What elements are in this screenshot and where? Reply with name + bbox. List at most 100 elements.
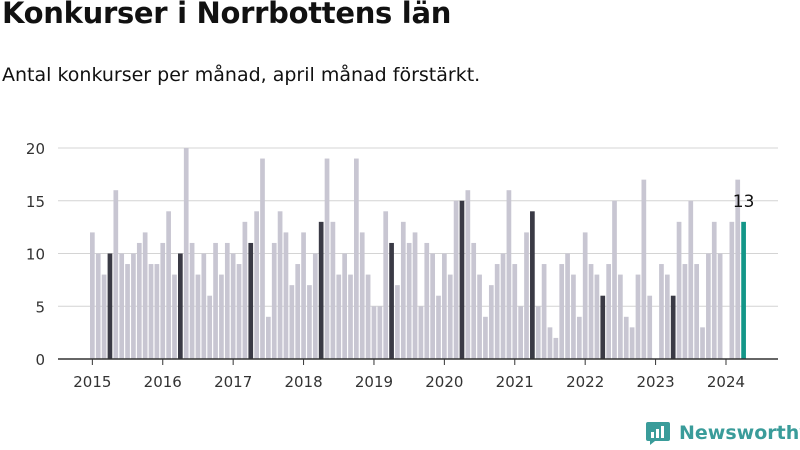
bar bbox=[735, 179, 741, 359]
bar bbox=[706, 253, 711, 359]
x-tick-label: 2018 bbox=[284, 373, 322, 391]
bar bbox=[494, 264, 500, 359]
bar bbox=[312, 253, 318, 359]
bar bbox=[336, 274, 342, 359]
bar bbox=[565, 253, 570, 359]
bar bbox=[530, 211, 535, 359]
bar bbox=[436, 295, 441, 359]
bar bbox=[623, 316, 629, 359]
bar bbox=[606, 264, 611, 359]
bar bbox=[406, 242, 412, 359]
bar bbox=[442, 253, 447, 359]
bar bbox=[424, 242, 430, 359]
bar bbox=[307, 285, 312, 359]
bar bbox=[183, 148, 189, 359]
bar bbox=[318, 221, 324, 359]
data-label: 13 bbox=[733, 192, 755, 212]
bar bbox=[741, 221, 746, 359]
bar bbox=[260, 158, 265, 359]
bar bbox=[348, 274, 353, 359]
chart-subtitle: Antal konkurser per månad, april månad f… bbox=[2, 64, 481, 86]
bar bbox=[101, 274, 107, 359]
bar bbox=[230, 253, 236, 359]
bar bbox=[512, 264, 518, 359]
bar bbox=[629, 327, 635, 359]
bar bbox=[195, 274, 201, 359]
bar bbox=[506, 190, 512, 359]
y-tick-label: 20 bbox=[26, 140, 45, 158]
bar bbox=[688, 200, 694, 359]
newsworthy-logo-icon bbox=[646, 422, 670, 445]
bar bbox=[383, 211, 389, 359]
x-tick-label: 2023 bbox=[636, 373, 674, 391]
x-tick-label: 2021 bbox=[496, 373, 534, 391]
brand-name: Newsworthy bbox=[679, 422, 800, 444]
bar bbox=[189, 242, 195, 359]
bar bbox=[354, 158, 359, 359]
bar bbox=[535, 306, 541, 359]
bar bbox=[154, 264, 160, 359]
bar bbox=[659, 264, 664, 359]
bar bbox=[447, 274, 453, 359]
bar bbox=[594, 274, 600, 359]
bar bbox=[201, 253, 207, 359]
bar bbox=[488, 285, 494, 359]
bar bbox=[682, 264, 688, 359]
bar bbox=[582, 232, 588, 359]
bar bbox=[459, 200, 465, 359]
x-tick-label: 2016 bbox=[144, 373, 182, 391]
bar bbox=[342, 253, 347, 359]
bar bbox=[412, 232, 418, 359]
x-tick-label: 2020 bbox=[425, 373, 463, 391]
y-tick-label: 5 bbox=[35, 298, 45, 316]
bar bbox=[694, 264, 699, 359]
bar bbox=[541, 264, 547, 359]
bar bbox=[711, 221, 717, 359]
bar bbox=[359, 232, 365, 359]
bar bbox=[612, 200, 617, 359]
bar bbox=[571, 274, 576, 359]
bar bbox=[95, 253, 101, 359]
x-tick-label: 2022 bbox=[566, 373, 604, 391]
bar bbox=[389, 242, 394, 359]
bar bbox=[242, 221, 248, 359]
bar bbox=[576, 316, 582, 359]
bar bbox=[301, 232, 306, 359]
bar bbox=[430, 253, 435, 359]
bar bbox=[400, 221, 406, 359]
bar bbox=[377, 306, 383, 359]
bar bbox=[600, 295, 606, 359]
bar bbox=[219, 274, 224, 359]
bar bbox=[136, 242, 142, 359]
y-tick-label: 0 bbox=[35, 351, 45, 369]
bar bbox=[395, 285, 400, 359]
x-tick-label: 2024 bbox=[707, 373, 745, 391]
bar bbox=[477, 274, 482, 359]
bar bbox=[148, 264, 154, 359]
bar bbox=[295, 264, 301, 359]
bar bbox=[371, 306, 377, 359]
bar bbox=[172, 274, 177, 359]
bar bbox=[547, 327, 553, 359]
bar bbox=[119, 253, 125, 359]
bar bbox=[178, 253, 183, 359]
bar bbox=[160, 242, 166, 359]
brand-logo: Newsworthy bbox=[645, 420, 800, 446]
bar-chart: 0 5 10 15 20 2015 2016 2017 2018 2019 2020 2021 2022… bbox=[26, 140, 778, 391]
x-tick-label: 2017 bbox=[214, 373, 252, 391]
bar bbox=[670, 295, 676, 359]
bar bbox=[618, 274, 623, 359]
bar bbox=[500, 253, 506, 359]
chart-title: Konkurser i Norrbottens län bbox=[2, 0, 452, 30]
bar bbox=[647, 295, 653, 359]
bar bbox=[635, 274, 641, 359]
bar bbox=[113, 190, 119, 359]
bar bbox=[418, 306, 424, 359]
bar bbox=[131, 253, 136, 359]
bar bbox=[588, 264, 594, 359]
bar bbox=[207, 295, 213, 359]
y-tick-label: 15 bbox=[26, 193, 45, 211]
bar bbox=[465, 190, 471, 359]
bar bbox=[453, 200, 459, 359]
bar bbox=[289, 285, 295, 359]
